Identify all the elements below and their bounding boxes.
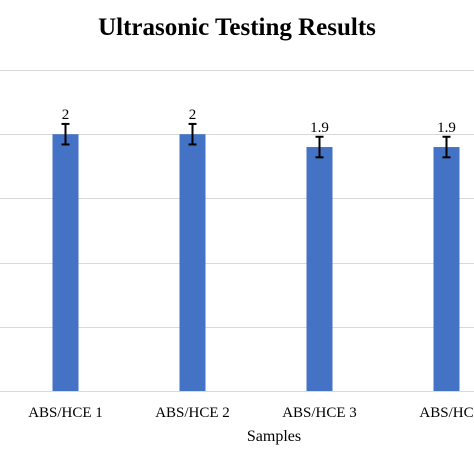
bar	[179, 134, 206, 391]
bars	[52, 134, 460, 391]
error-bar	[315, 135, 324, 159]
error-bar	[442, 135, 451, 159]
bar	[433, 147, 460, 391]
x-tick-label: ABS/HCE 2	[155, 405, 230, 421]
bar	[306, 147, 333, 391]
error-bars	[61, 122, 451, 159]
x-tick-labels: ABS/HCE 1 ABS/HCE 2 ABS/HCE 3 ABS/HC	[28, 405, 473, 421]
x-tick-label: ABS/HCE 3	[282, 405, 357, 421]
x-tick-label: ABS/HCE 1	[28, 405, 103, 421]
error-bar	[188, 122, 197, 146]
data-labels: 2 2 1.9 1.9	[62, 107, 456, 136]
bar	[52, 134, 79, 391]
x-tick-label: ABS/HC	[419, 405, 473, 421]
gridlines	[0, 70, 474, 392]
error-bar	[61, 122, 70, 146]
data-label: 1.9	[437, 120, 456, 136]
x-axis-title: Samples	[246, 428, 302, 445]
data-label: 2	[189, 107, 197, 123]
data-label: 1.9	[310, 120, 329, 136]
data-label: 2	[62, 107, 70, 123]
chart-title: Ultrasonic Testing Results	[98, 14, 376, 41]
